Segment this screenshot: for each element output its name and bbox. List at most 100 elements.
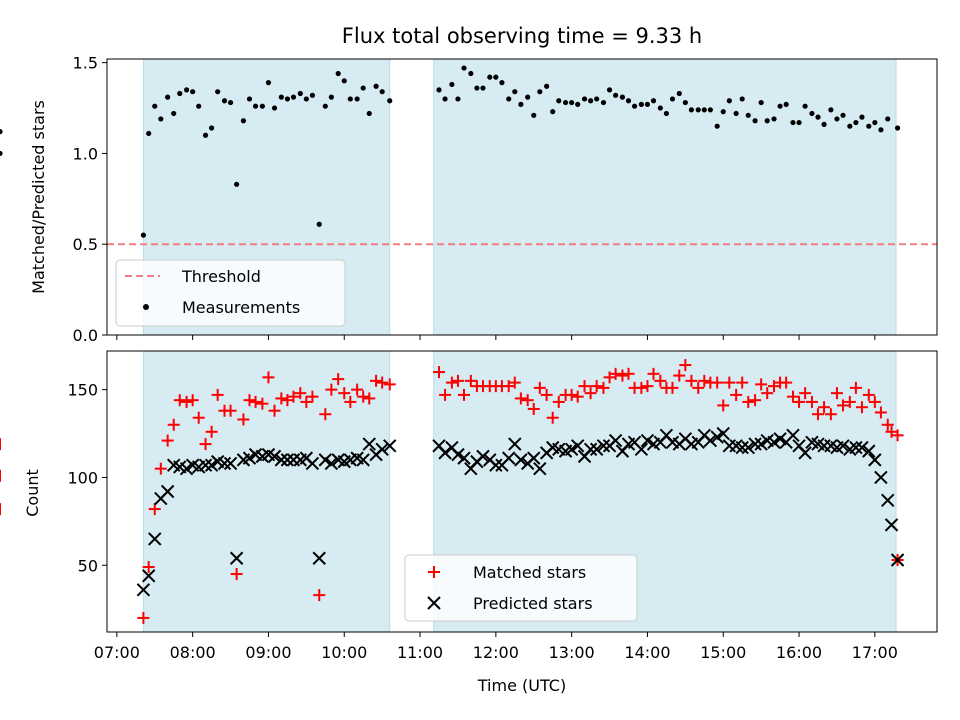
matched-star-point	[881, 418, 894, 431]
matched-star-point	[237, 413, 250, 426]
observing-windows-top	[142, 58, 897, 336]
predicted-star-point	[160, 484, 175, 499]
measurement-point	[587, 98, 594, 104]
predicted-star-point	[223, 456, 238, 471]
predicted-star-point	[583, 442, 598, 457]
measurement-point	[594, 96, 600, 102]
measurement-point	[695, 107, 701, 113]
measurement-point	[663, 110, 669, 117]
predicted-star-point	[229, 551, 244, 565]
predicted-star-point	[767, 435, 781, 450]
top-axes-frame	[106, 58, 938, 336]
measurement-point	[885, 116, 891, 122]
measurement-point	[183, 87, 190, 93]
measurement-point	[0, 129, 3, 135]
measurement-point	[493, 74, 499, 80]
matched-legend-marker	[428, 566, 440, 578]
predicted-star-point	[179, 461, 194, 476]
measurement-point	[373, 83, 379, 89]
matched-star-point	[609, 367, 622, 380]
top-ytick-label: 0.5	[73, 235, 98, 254]
measurement-point	[328, 94, 334, 100]
measurement-point	[752, 118, 758, 124]
matched-star-point	[755, 378, 768, 391]
measurement-point	[499, 80, 505, 86]
measurement-point	[341, 78, 347, 84]
measurement-point	[290, 94, 297, 100]
bottom-xtick-label: 07:00	[94, 643, 140, 662]
matched-star-point	[862, 388, 875, 401]
predicted-star-point	[375, 442, 389, 457]
matched-star-point	[205, 425, 218, 438]
measurement-point	[366, 110, 372, 117]
bottom-xtick-label: 09:00	[245, 643, 291, 662]
matched-star-point	[300, 395, 313, 408]
predicted-star-point	[640, 433, 655, 448]
matched-star-point	[154, 462, 167, 475]
measurement-point	[140, 232, 146, 238]
bottom-xtick-label: 16:00	[776, 643, 822, 662]
predicted-star-point	[786, 428, 800, 443]
measurement-point	[480, 85, 486, 91]
measurement-legend-marker	[143, 304, 149, 310]
predicted-star-point	[589, 442, 604, 457]
measurement-point	[657, 105, 663, 111]
matched-star-point	[641, 380, 654, 393]
matched-star-point	[433, 366, 445, 379]
matched-star-point	[654, 374, 667, 387]
measurement-point	[436, 87, 442, 93]
measurement-point	[556, 98, 562, 104]
measurement-point	[537, 89, 543, 95]
matched-star-point	[262, 371, 275, 384]
matched-star-point	[319, 408, 332, 421]
matched-star-point	[180, 395, 193, 408]
matched-star-point	[533, 381, 546, 394]
measurement-point	[625, 98, 632, 104]
matched-star-point	[799, 387, 812, 400]
bottom-ytick-label: 150	[67, 381, 98, 400]
matched-star-point	[357, 390, 370, 403]
bottom-xtick-label: 10:00	[321, 643, 367, 662]
legend-matched: Matched stars	[473, 563, 586, 582]
predicted-star-point	[356, 453, 370, 467]
measurement-point	[669, 96, 676, 102]
matched-star-point	[199, 438, 212, 451]
measurement-point	[335, 70, 341, 77]
measurement-point	[322, 103, 328, 109]
measurement-point	[894, 125, 901, 131]
measurement-point	[676, 90, 682, 97]
measurement-point	[190, 89, 196, 95]
top-ytick-label: 0.0	[73, 326, 98, 345]
matched-star-point	[597, 381, 610, 394]
measurement-point	[644, 101, 651, 107]
measurement-point	[297, 90, 303, 97]
measurement-point	[215, 89, 221, 95]
measurement-point	[487, 74, 493, 80]
matched-star-point	[679, 359, 692, 372]
bottom-ytick-label: 100	[67, 468, 98, 487]
measurement-point	[866, 123, 872, 129]
matched-star-point	[363, 392, 376, 405]
matched-star-point	[673, 369, 686, 382]
matched-star-point	[502, 380, 515, 393]
matched-star-point	[256, 397, 269, 410]
measurement-point	[360, 85, 366, 91]
predicted-star-point	[508, 437, 522, 451]
matched-star-point	[148, 503, 161, 516]
measurement-point	[606, 87, 613, 93]
measurement-point	[240, 118, 247, 124]
measurement-point	[682, 99, 688, 106]
matched-star-point	[521, 394, 534, 407]
matched-star-point	[855, 401, 868, 414]
measurement-point	[764, 118, 770, 124]
top-panel: 0.0 0.5 1.0 1.5 Matched/Predicted stars Thr…	[0, 54, 938, 345]
matched-star-point	[843, 395, 856, 408]
bottom-xtick-label: 08:00	[170, 643, 216, 662]
chart-title: Flux total observing time = 9.33 h	[342, 24, 702, 48]
measurement-point	[859, 114, 865, 120]
measurement-point	[309, 92, 316, 98]
matched-star-point	[742, 395, 755, 408]
measurement-point	[840, 112, 846, 118]
predicted-star-point	[198, 458, 213, 472]
